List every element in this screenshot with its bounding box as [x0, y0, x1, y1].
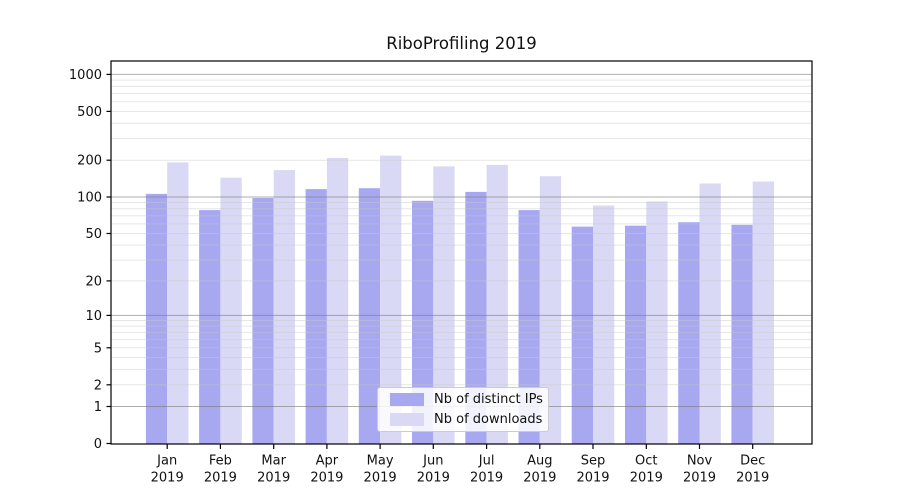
x-tick-year-label: 2019 — [736, 471, 769, 486]
y-tick-label: 1000 — [69, 68, 102, 83]
bar — [593, 205, 615, 444]
chart-title: RiboProfiling 2019 — [386, 34, 537, 53]
bar — [699, 183, 721, 444]
x-tick-year-label: 2019 — [523, 471, 556, 486]
y-tick-label: 2 — [94, 378, 102, 393]
y-tick-label: 10 — [85, 309, 102, 324]
bar — [252, 198, 274, 444]
legend-item-downloads: Nb of downloads — [390, 412, 548, 427]
x-tick-year-label: 2019 — [470, 471, 503, 486]
bar — [646, 201, 668, 444]
x-tick-year-label: 2019 — [204, 471, 237, 486]
bar — [518, 210, 540, 444]
x-tick-year-label: 2019 — [364, 471, 397, 486]
bar — [731, 224, 753, 444]
plot-border — [110, 60, 813, 445]
bar — [486, 164, 508, 444]
x-tick-year-label: 2019 — [630, 471, 663, 486]
x-tick-year-label: 2019 — [576, 471, 609, 486]
series-downloads — [167, 155, 774, 444]
x-tick-month-label: Dec — [740, 454, 765, 469]
bar — [273, 170, 295, 444]
bar — [752, 181, 774, 444]
y-tick-label: 20 — [85, 274, 102, 289]
x-tick-month-label: Aug — [527, 454, 552, 469]
bar — [220, 177, 242, 444]
y-axis: 0 1 2 5 10 20 50 100 200 500 1000 — [69, 68, 111, 452]
legend: Nb of distinct IPs Nb of downloads — [377, 387, 549, 432]
x-tick-year-label: 2019 — [310, 471, 343, 486]
x-tick-year-label: 2019 — [257, 471, 290, 486]
x-tick-month-label: Feb — [209, 454, 232, 469]
bar — [145, 193, 168, 444]
bar — [412, 200, 434, 444]
legend-label-downloads: Nb of downloads — [434, 412, 543, 427]
y-tick-label: 50 — [85, 227, 102, 242]
y-tick-label: 0 — [94, 437, 102, 452]
legend-swatch-downloads — [390, 413, 424, 426]
x-tick-month-label: Nov — [687, 454, 713, 469]
series-distinct-ips — [145, 188, 753, 444]
x-tick-month-label: May — [367, 454, 394, 469]
legend-item-distinct-ips: Nb of distinct IPs — [390, 392, 548, 407]
x-tick-month-label: Mar — [261, 454, 286, 469]
x-tick-month-label: Jan — [156, 454, 177, 469]
bar — [465, 191, 487, 444]
x-axis: Jan 2019 Feb 2019 Mar 2019 Apr 2019 May 2019 Jun 20… — [151, 444, 769, 486]
x-tick-month-label: Jul — [478, 454, 495, 469]
bar — [199, 210, 221, 444]
bar — [571, 226, 593, 444]
y-tick-label: 200 — [77, 154, 102, 169]
bars-layer — [145, 155, 774, 444]
bar — [433, 166, 455, 444]
legend-label-distinct-ips: Nb of distinct IPs — [434, 392, 543, 407]
bar — [167, 162, 189, 444]
y-tick-label: 1 — [94, 400, 102, 415]
x-tick-year-label: 2019 — [151, 471, 184, 486]
y-tick-label: 5 — [94, 341, 102, 356]
bar — [326, 157, 349, 444]
bar — [625, 225, 647, 444]
gridlines — [111, 73, 812, 407]
x-tick-month-label: Jun — [422, 454, 443, 469]
legend-swatch-distinct-ips — [390, 393, 424, 406]
x-tick-month-label: Oct — [635, 454, 657, 469]
x-tick-month-label: Sep — [581, 454, 606, 469]
bar — [380, 155, 402, 444]
bar — [539, 176, 562, 444]
y-tick-label: 500 — [77, 105, 102, 120]
x-tick-year-label: 2019 — [417, 471, 450, 486]
bar — [678, 222, 700, 444]
x-tick-year-label: 2019 — [683, 471, 716, 486]
y-tick-label: 100 — [77, 191, 102, 206]
bar — [305, 189, 327, 444]
x-tick-month-label: Apr — [316, 454, 339, 469]
